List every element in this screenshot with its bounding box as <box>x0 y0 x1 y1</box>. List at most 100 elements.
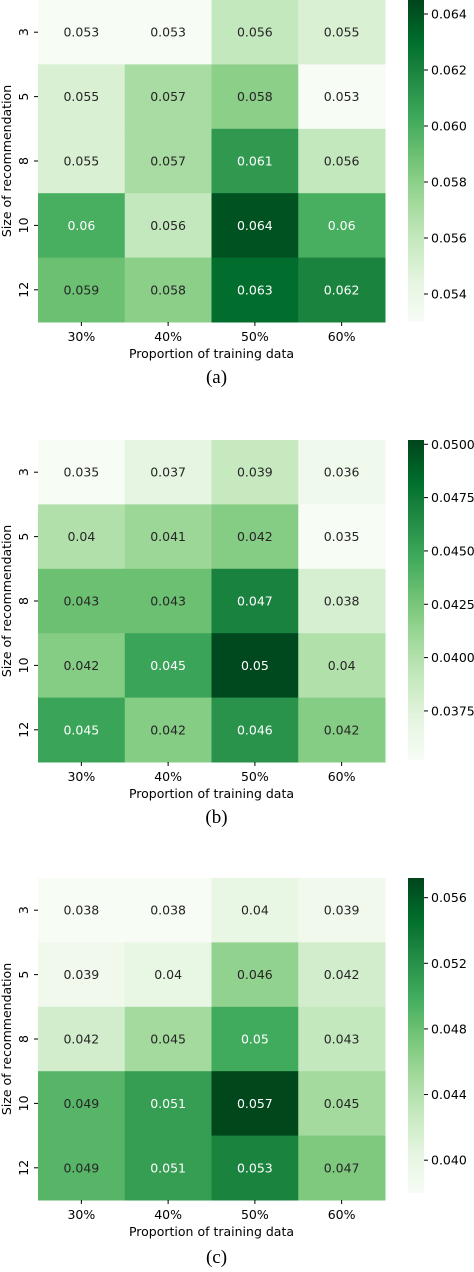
heatmap-cell <box>124 257 212 323</box>
cell-value-label: 0.055 <box>63 89 99 104</box>
cell-value-label: 0.061 <box>237 154 273 169</box>
cell-value-label: 0.064 <box>237 218 273 233</box>
heatmap-cell <box>298 504 386 570</box>
heatmap-cell <box>38 1135 126 1201</box>
heatmap-cell <box>211 633 299 699</box>
heatmap-cell <box>298 1006 386 1072</box>
heatmap-cell <box>211 440 299 505</box>
heatmap-cell <box>124 942 212 1008</box>
cell-value-label: 0.035 <box>324 529 360 544</box>
cell-value-label: 0.036 <box>324 465 360 480</box>
heatmap-cell <box>211 257 299 323</box>
x-tick-label: 40% <box>154 329 182 344</box>
y-tick-label: 3 <box>16 906 31 914</box>
colorbar <box>408 440 424 760</box>
heatmap-cell <box>38 633 126 699</box>
heatmap-cell <box>298 878 386 943</box>
cell-value-label: 0.047 <box>324 1160 360 1175</box>
x-tick-label: 40% <box>154 769 182 784</box>
heatmap-cell <box>298 1135 386 1201</box>
cell-value-label: 0.04 <box>328 658 356 673</box>
x-axis-title: Proportion of training data <box>129 346 294 361</box>
heatmap-cell <box>211 1071 299 1137</box>
cell-value-label: 0.056 <box>150 218 186 233</box>
x-tick-label: 40% <box>154 1207 182 1222</box>
cell-value-label: 0.042 <box>324 722 360 737</box>
cell-value-label: 0.043 <box>63 594 99 609</box>
cell-value-label: 0.04 <box>154 967 182 982</box>
x-axis-title: Proportion of training data <box>129 786 294 801</box>
heatmap-cell <box>298 128 386 194</box>
heatmap-cell <box>124 568 212 634</box>
cell-value-label: 0.06 <box>67 218 95 233</box>
cell-value-label: 0.045 <box>150 1032 186 1047</box>
panel-caption: (c) <box>206 1247 227 1268</box>
y-tick-label: 12 <box>16 1160 31 1176</box>
heatmap-cell <box>38 1006 126 1072</box>
cell-value-label: 0.055 <box>63 154 99 169</box>
y-tick-label: 5 <box>16 533 31 541</box>
heatmap-cell <box>124 1006 212 1072</box>
panel-caption: (a) <box>206 367 227 388</box>
heatmap-panel-a: 0.053 0.053 0.056 0.055 0.055 0.057 0.058 0.053… <box>0 0 467 388</box>
heatmap-cell <box>124 697 212 763</box>
heatmap-cell <box>124 1071 212 1137</box>
colorbar <box>408 878 424 1193</box>
heatmap-cell <box>38 193 126 259</box>
heatmap-cell <box>211 568 299 634</box>
heatmap-panel-b: 0.035 0.037 0.039 0.036 0.04 0.041 0.042 0.035 0… <box>0 437 474 828</box>
heatmap-cell <box>124 1135 212 1201</box>
heatmap-cell <box>38 257 126 323</box>
heatmap-cell <box>38 64 126 130</box>
cell-value-label: 0.056 <box>237 25 273 40</box>
cell-value-label: 0.057 <box>150 89 186 104</box>
cell-value-label: 0.063 <box>237 282 273 297</box>
cell-value-label: 0.042 <box>63 658 99 673</box>
y-tick-label: 10 <box>16 657 31 673</box>
cell-value-label: 0.045 <box>150 658 186 673</box>
heatmap-cell <box>211 697 299 763</box>
cell-value-label: 0.051 <box>150 1160 186 1175</box>
cell-value-label: 0.039 <box>63 967 99 982</box>
cell-value-label: 0.056 <box>324 154 360 169</box>
colorbar <box>408 0 424 322</box>
cell-value-label: 0.038 <box>150 903 186 918</box>
x-tick-label: 60% <box>328 769 356 784</box>
cell-value-label: 0.046 <box>237 967 273 982</box>
cell-value-label: 0.042 <box>150 722 186 737</box>
cell-value-label: 0.047 <box>237 594 273 609</box>
cell-value-label: 0.038 <box>63 903 99 918</box>
colorbar-tick-label: 0.040 <box>431 1153 467 1168</box>
cell-value-label: 0.053 <box>237 1160 273 1175</box>
cell-value-label: 0.035 <box>63 465 99 480</box>
heatmap-cell <box>124 0 212 65</box>
colorbar-tick-label: 0.05000 <box>431 437 474 452</box>
heatmap-cell <box>124 878 212 943</box>
cell-value-label: 0.039 <box>237 465 273 480</box>
cell-value-label: 0.046 <box>237 722 273 737</box>
y-tick-label: 8 <box>16 157 31 165</box>
heatmap-cell <box>298 568 386 634</box>
heatmap-cell <box>298 193 386 259</box>
y-tick-label: 5 <box>16 971 31 979</box>
heatmap-cell <box>38 568 126 634</box>
cell-value-label: 0.053 <box>150 25 186 40</box>
heatmap-cell <box>38 504 126 570</box>
y-tick-label: 8 <box>16 1035 31 1043</box>
heatmap-cell <box>124 193 212 259</box>
heatmap-cell <box>298 942 386 1008</box>
cell-value-label: 0.049 <box>63 1096 99 1111</box>
colorbar-tick-label: 0.044 <box>431 1087 467 1102</box>
cell-value-label: 0.041 <box>150 529 186 544</box>
heatmap-cell <box>298 697 386 763</box>
cell-value-label: 0.053 <box>63 25 99 40</box>
cell-value-label: 0.058 <box>237 89 273 104</box>
cell-value-label: 0.062 <box>324 282 360 297</box>
heatmap-cell <box>211 193 299 259</box>
